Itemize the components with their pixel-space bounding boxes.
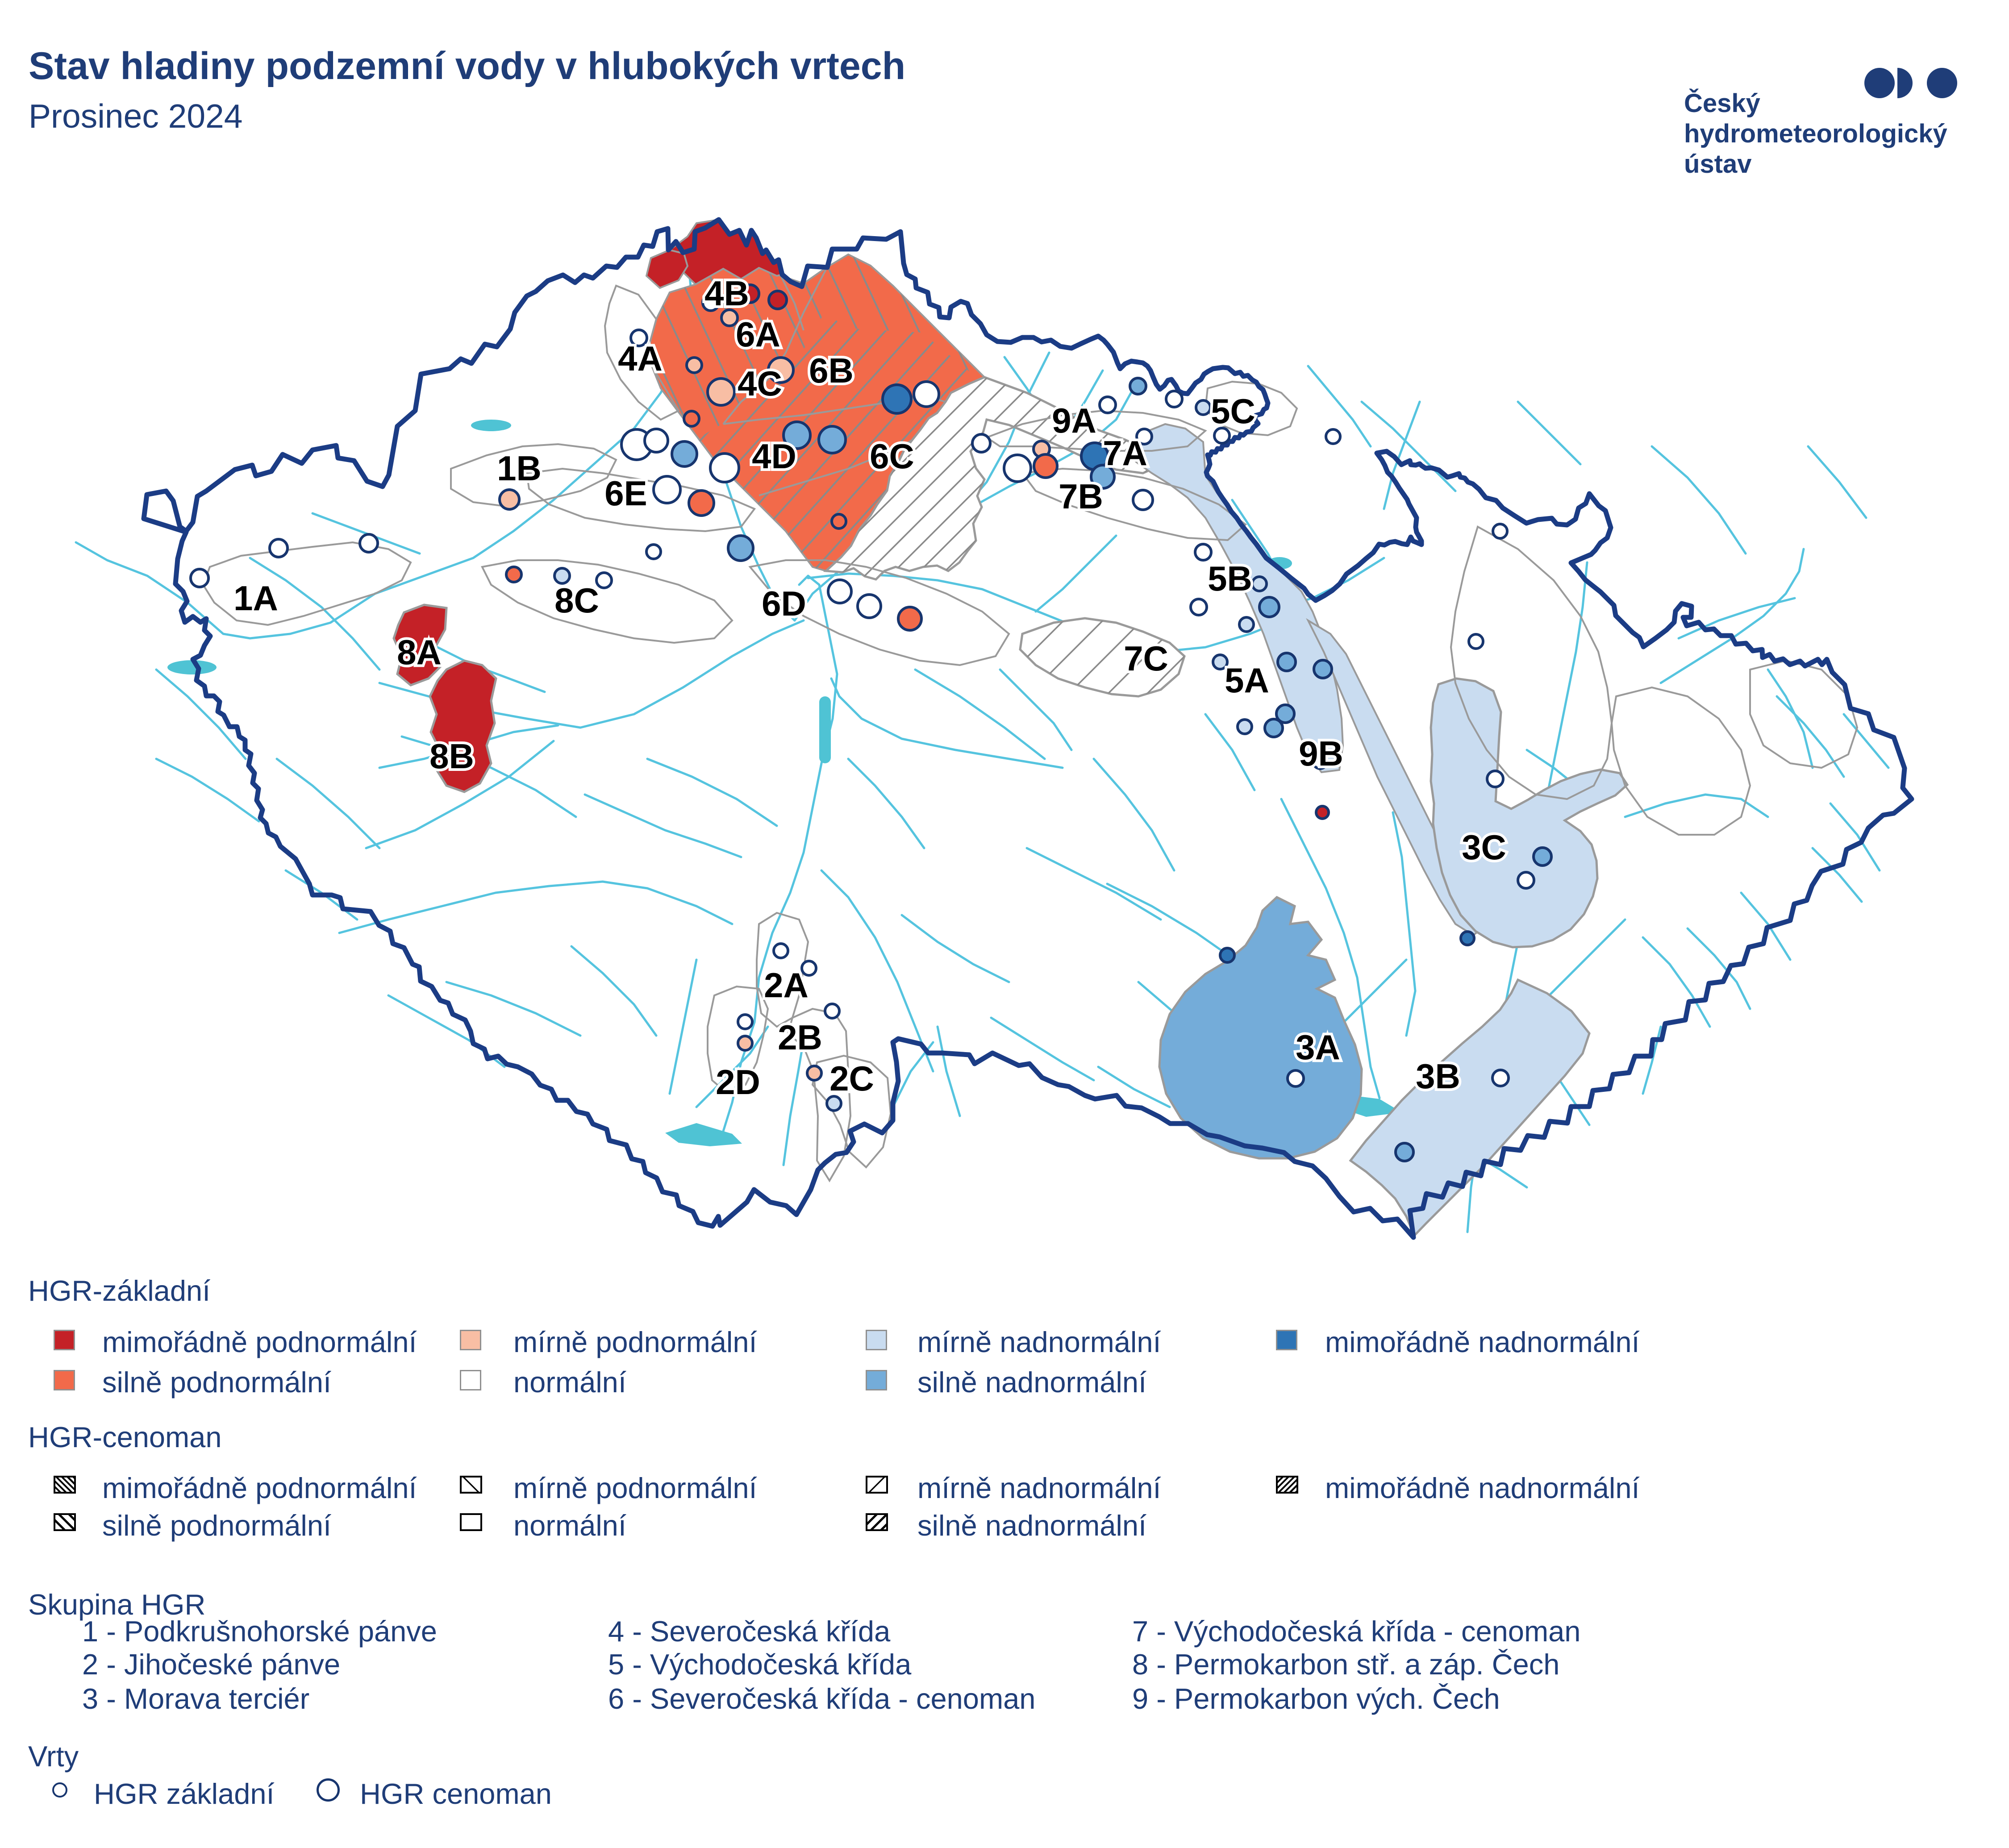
svg-text:8B: 8B (429, 737, 474, 776)
svg-text:4D: 4D (752, 437, 796, 476)
svg-text:4A: 4A (618, 339, 663, 378)
svg-text:8A: 8A (397, 633, 442, 672)
svg-text:6D: 6D (762, 584, 806, 623)
svg-text:2C: 2C (829, 1059, 874, 1098)
svg-text:1B: 1B (497, 449, 542, 488)
svg-text:5B: 5B (1208, 559, 1252, 598)
svg-text:3C: 3C (1462, 828, 1506, 867)
svg-text:5A: 5A (1225, 661, 1269, 700)
svg-text:6C: 6C (870, 437, 914, 476)
svg-text:8C: 8C (554, 581, 599, 620)
svg-text:6B: 6B (809, 351, 854, 390)
svg-text:2A: 2A (764, 966, 809, 1005)
svg-text:7A: 7A (1103, 433, 1147, 473)
svg-text:5C: 5C (1211, 391, 1255, 431)
svg-text:7C: 7C (1124, 639, 1168, 678)
svg-text:7B: 7B (1059, 477, 1103, 516)
svg-text:3B: 3B (1416, 1057, 1460, 1096)
svg-text:2D: 2D (716, 1062, 760, 1102)
svg-text:9A: 9A (1052, 401, 1096, 440)
svg-text:2B: 2B (778, 1018, 822, 1057)
svg-text:4B: 4B (704, 274, 749, 313)
svg-text:6A: 6A (736, 315, 780, 354)
svg-text:4C: 4C (738, 364, 782, 403)
svg-text:3A: 3A (1296, 1028, 1340, 1067)
svg-text:1A: 1A (233, 579, 278, 618)
svg-text:9B: 9B (1299, 734, 1343, 773)
svg-text:6E: 6E (604, 474, 647, 513)
